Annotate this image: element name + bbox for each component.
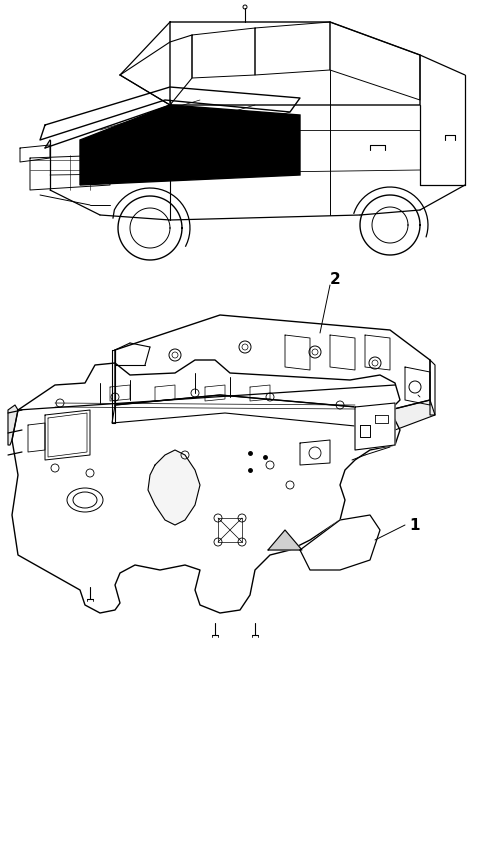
Polygon shape — [28, 423, 45, 452]
Polygon shape — [268, 530, 302, 550]
Polygon shape — [12, 360, 400, 613]
Text: 1: 1 — [410, 518, 420, 532]
Polygon shape — [112, 395, 435, 430]
Text: 2: 2 — [330, 273, 340, 287]
Polygon shape — [300, 515, 380, 570]
Polygon shape — [80, 105, 300, 185]
Polygon shape — [8, 405, 18, 445]
Polygon shape — [355, 403, 395, 450]
Polygon shape — [45, 410, 90, 460]
Polygon shape — [148, 450, 200, 525]
Polygon shape — [115, 315, 430, 410]
